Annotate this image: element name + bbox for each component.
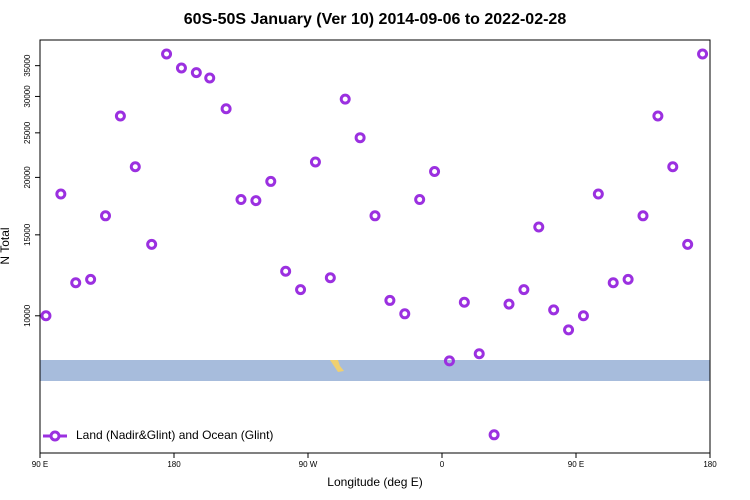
point: [295, 284, 307, 296]
point: [637, 210, 649, 222]
point: [250, 195, 262, 207]
x-tick-label: 180: [167, 460, 181, 469]
point: [146, 238, 158, 250]
point: [85, 273, 97, 285]
point: [399, 308, 411, 320]
point: [592, 188, 604, 200]
point: [473, 348, 485, 360]
point: [622, 273, 634, 285]
point: [324, 272, 336, 284]
point: [55, 188, 67, 200]
point: [339, 93, 351, 105]
point: [190, 67, 202, 79]
point: [488, 429, 500, 441]
chart-title: 60S-50S January (Ver 10) 2014-09-06 to 2…: [184, 11, 567, 28]
point: [682, 238, 694, 250]
legend-marker: [49, 430, 61, 442]
point: [429, 165, 441, 177]
point: [235, 194, 247, 206]
point: [40, 310, 52, 322]
y-tick-label: 30000: [23, 85, 32, 108]
y-tick-label: 35000: [23, 54, 32, 77]
x-tick-label: 90 W: [299, 460, 318, 469]
point: [533, 221, 545, 233]
point: [280, 265, 292, 277]
point: [204, 72, 216, 84]
x-tick-label: 0: [440, 460, 445, 469]
y-tick-label: 10000: [23, 304, 32, 327]
point: [265, 175, 277, 187]
point: [114, 110, 126, 122]
point: [369, 210, 381, 222]
legend-label: Land (Nadir&Glint) and Ocean (Glint): [76, 428, 273, 442]
x-tick-label: 90 E: [32, 460, 48, 469]
plot-frame: [39, 39, 711, 454]
y-tick-label: 20000: [23, 166, 32, 189]
y-tick-label: 15000: [23, 223, 32, 246]
point: [70, 277, 82, 289]
x-tick-label: 90 E: [568, 460, 584, 469]
point: [309, 156, 321, 168]
point: [458, 296, 470, 308]
x-axis-label: Longitude (deg E): [327, 475, 422, 489]
map-strip: [40, 360, 710, 381]
point: [548, 304, 560, 316]
land-patch: [330, 360, 344, 372]
point: [414, 194, 426, 206]
point: [503, 298, 515, 310]
y-axis-label: N Total: [0, 227, 12, 264]
point: [384, 294, 396, 306]
point: [518, 284, 530, 296]
x-tick-label: 180: [703, 460, 717, 469]
point: [697, 48, 709, 60]
point: [667, 161, 679, 173]
point: [161, 48, 173, 60]
point: [175, 62, 187, 74]
point: [100, 210, 112, 222]
point: [354, 132, 366, 144]
point: [652, 110, 664, 122]
point: [607, 277, 619, 289]
point: [220, 103, 232, 115]
point: [129, 161, 141, 173]
point: [563, 324, 575, 336]
y-tick-label: 25000: [23, 121, 32, 144]
point: [443, 355, 455, 367]
point: [577, 310, 589, 322]
